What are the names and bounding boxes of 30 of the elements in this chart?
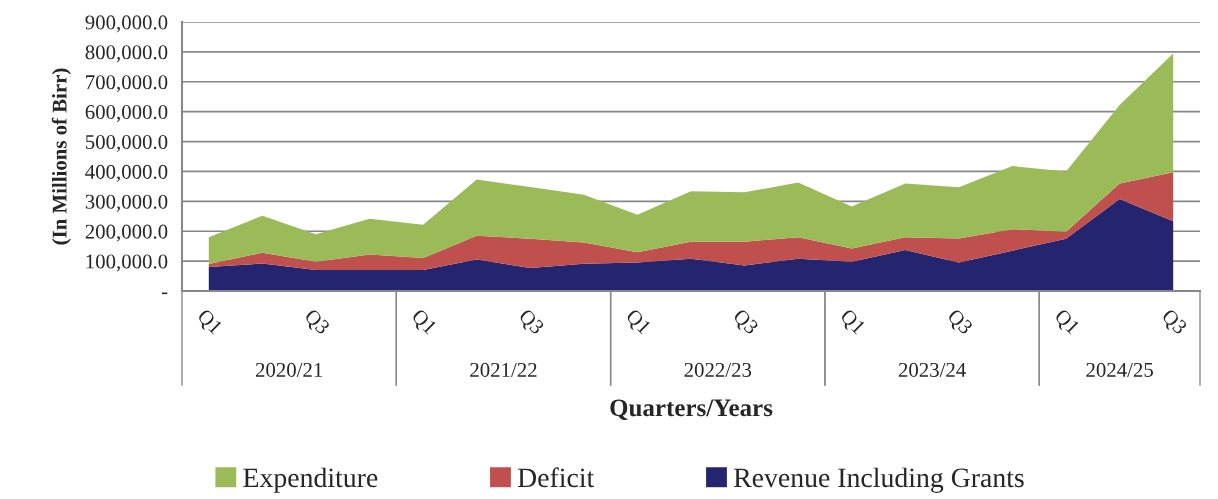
y-tick-label: - — [161, 292, 168, 295]
x-axis-title: Quarters/Years — [610, 399, 773, 421]
x-tick-label: Q3 — [515, 308, 545, 338]
x-tick-label: Q3 — [730, 308, 760, 338]
y-tick-label: 700,000.0 — [86, 75, 168, 93]
text: 2024/25 — [1086, 362, 1153, 377]
y-tick-label: 300,000.0 — [85, 194, 168, 212]
y-tick-label: 100,000.0 — [86, 254, 168, 272]
legend-label: Deficit — [517, 467, 595, 488]
y-tick-label: 600,000.0 — [85, 105, 168, 123]
y-tick-label: 500,000.0 — [85, 134, 168, 152]
legend-label: Revenue Including Grants — [733, 467, 1024, 493]
x-tick-label: Q1 — [408, 308, 438, 337]
text: 2022/23 — [684, 362, 752, 377]
y-tick-label: 900,000.0 — [85, 15, 168, 33]
x-tick-label: Q1 — [1051, 308, 1081, 337]
text: 2020/21 — [255, 362, 323, 377]
y-tick-label: 800,000.0 — [85, 45, 168, 63]
y-axis-title: (In Millions of Birr) — [51, 68, 71, 245]
legend-label: Expenditure — [243, 467, 378, 493]
text: 2021/22 — [470, 362, 537, 377]
y-tick-label: 400,000.0 — [85, 164, 168, 182]
x-tick-label: Q1 — [194, 308, 224, 337]
x-tick-label: Q1 — [837, 308, 867, 337]
y-tick-label: 200,000.0 — [85, 224, 168, 242]
x-tick-label: Q3 — [1158, 308, 1188, 338]
x-tick-label: Q1 — [623, 308, 652, 337]
text: 2023/24 — [898, 362, 966, 377]
x-tick-label: Q3 — [944, 308, 974, 338]
x-tick-label: Q3 — [301, 308, 331, 338]
